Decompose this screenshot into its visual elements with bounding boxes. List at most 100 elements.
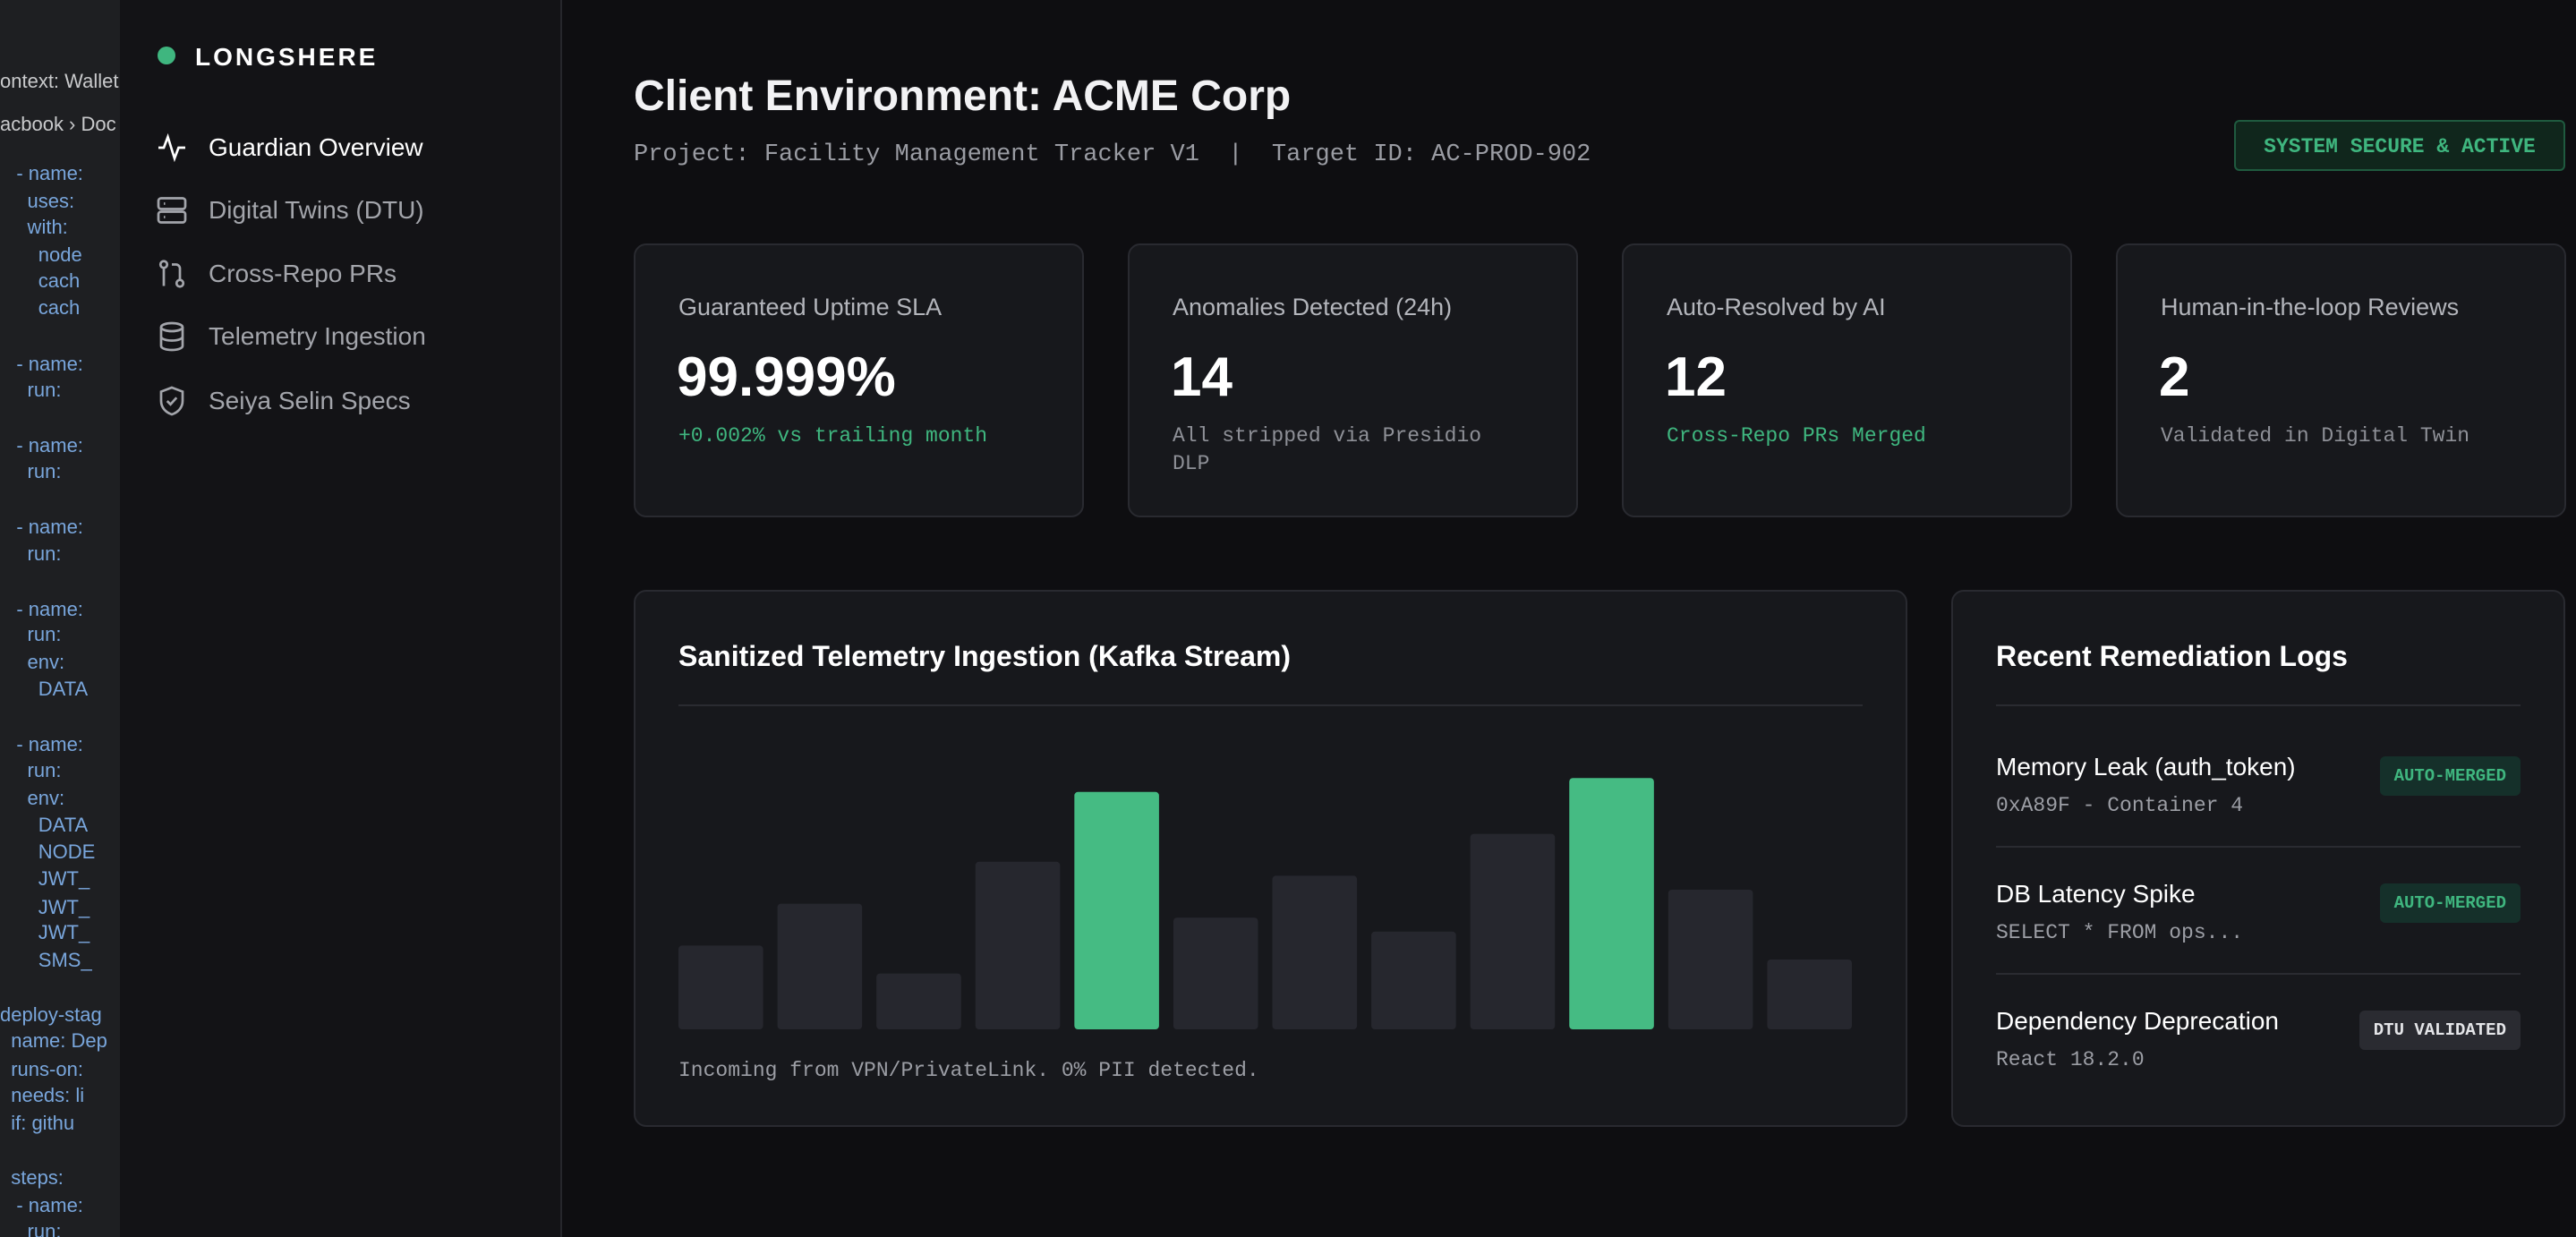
- nav-item[interactable]: Telemetry Ingestion: [209, 324, 426, 349]
- code-line: needs: li: [0, 1086, 84, 1105]
- nav-icon: [156, 385, 188, 417]
- code-line: run:: [0, 625, 61, 644]
- code-line: name: Dep: [0, 1031, 107, 1051]
- code-line: run:: [0, 761, 61, 781]
- bar: [1767, 960, 1852, 1029]
- log-detail: SELECT * FROM ops...: [1996, 921, 2243, 944]
- code-line: steps:: [0, 1168, 64, 1188]
- nav-icon: [156, 258, 188, 290]
- kpi-card: Guaranteed Uptime SLA 99.999% +0.002% vs t…: [634, 243, 1084, 517]
- kpi-note: All stripped via Presidio DLP: [1173, 422, 1513, 478]
- bar: [1173, 917, 1258, 1029]
- nav-icon: [156, 132, 188, 164]
- code-line: cach: [0, 298, 80, 318]
- divider: [1996, 846, 2521, 848]
- kpi-value: 99.999%: [677, 346, 896, 409]
- code-line: with:: [0, 218, 68, 237]
- kpi-label: Guaranteed Uptime SLA: [678, 294, 942, 321]
- nav-icon: [156, 320, 188, 353]
- status-badge: DTU VALIDATED: [2359, 1011, 2521, 1050]
- log-title: Memory Leak (auth_token): [1996, 753, 2296, 781]
- nav-item[interactable]: Seiya Selin Specs: [209, 388, 411, 414]
- code-line: JWT_: [0, 898, 90, 917]
- log-detail: 0xA89F - Container 4: [1996, 794, 2243, 817]
- bar: [1371, 932, 1456, 1029]
- code-line: run:: [0, 462, 61, 482]
- page-subtitle: Project: Facility Management Tracker V1 …: [634, 141, 1591, 168]
- logs-panel: Recent Remediation Logs Memory Leak (aut…: [1951, 590, 2565, 1127]
- kpi-value: 14: [1171, 346, 1233, 409]
- code-line: DATA: [0, 679, 88, 699]
- log-title: Dependency Deprecation: [1996, 1007, 2279, 1036]
- status-badge: AUTO-MERGED: [2380, 883, 2521, 923]
- code-line: if: githu: [0, 1113, 74, 1133]
- chart-caption: Incoming from VPN/PrivateLink. 0% PII de…: [678, 1059, 1259, 1082]
- nav-item[interactable]: Guardian Overview: [209, 135, 423, 160]
- bar: [1471, 834, 1556, 1029]
- code-line: DATA: [0, 815, 88, 835]
- code-line: deploy-stag: [0, 1005, 102, 1025]
- bar: [778, 904, 863, 1029]
- code-line: run:: [0, 544, 61, 564]
- kpi-note: Cross-Repo PRs Merged: [1667, 422, 2007, 450]
- brand: LONGSHERE: [195, 43, 378, 72]
- nav-item[interactable]: Digital Twins (DTU): [209, 198, 424, 223]
- code-line: - name:: [0, 517, 83, 537]
- code-line: ontext: Wallet: [0, 72, 118, 91]
- code-line: acbook › Doc: [0, 115, 116, 134]
- code-line: uses:: [0, 192, 74, 211]
- code-line: run:: [0, 1222, 61, 1237]
- kpi-card: Human-in-the-loop Reviews 2 Validated in D…: [2116, 243, 2566, 517]
- code-line: env:: [0, 789, 64, 808]
- code-line: SMS_: [0, 951, 92, 970]
- bar: [678, 945, 763, 1029]
- bar: [976, 862, 1061, 1029]
- bar-chart: [678, 717, 1866, 1029]
- divider: [1996, 973, 2521, 975]
- code-line: - name:: [0, 600, 83, 619]
- kpi-label: Anomalies Detected (24h): [1173, 294, 1452, 321]
- main: Client Environment: ACME Corp Project: F…: [562, 0, 2576, 1237]
- code-line: - name:: [0, 735, 83, 755]
- kpi-label: Human-in-the-loop Reviews: [2161, 294, 2459, 321]
- bar: [876, 974, 961, 1029]
- divider: [1996, 704, 2521, 706]
- nav-item[interactable]: Cross-Repo PRs: [209, 261, 397, 286]
- kpi-value: 2: [2159, 346, 2189, 409]
- code-line: - name:: [0, 354, 83, 374]
- code-line: - name:: [0, 436, 83, 456]
- kpi-card: Anomalies Detected (24h) 14 All stripped v…: [1128, 243, 1578, 517]
- nav-icon: [156, 194, 188, 226]
- kpi-note: Validated in Digital Twin: [2161, 422, 2501, 450]
- log-title: DB Latency Spike: [1996, 880, 2196, 909]
- kpi-label: Auto-Resolved by AI: [1667, 294, 1886, 321]
- kpi-card: Auto-Resolved by AI 12 Cross-Repo PRs Merg…: [1622, 243, 2072, 517]
- code-line: env:: [0, 653, 64, 672]
- code-editor-background: ontext: Wallet acbook › Doc - name: uses:…: [0, 0, 120, 1237]
- code-line: NODE: [0, 842, 95, 862]
- log-detail: React 18.2.0: [1996, 1048, 2145, 1071]
- page-title: Client Environment: ACME Corp: [634, 72, 1291, 121]
- panel-title: Sanitized Telemetry Ingestion (Kafka Str…: [678, 640, 1291, 673]
- code-line: runs-on:: [0, 1060, 83, 1079]
- code-line: - name:: [0, 164, 83, 183]
- telemetry-panel: Sanitized Telemetry Ingestion (Kafka Str…: [634, 590, 1907, 1127]
- code-line: node: [0, 245, 82, 265]
- code-line: run:: [0, 380, 61, 400]
- panel-title: Recent Remediation Logs: [1996, 640, 2348, 673]
- code-line: JWT_: [0, 869, 90, 889]
- bar: [1074, 792, 1159, 1029]
- sidebar: LONGSHERE Guardian Overview Digital Twins…: [120, 0, 562, 1237]
- bar: [1668, 890, 1753, 1029]
- brand-dot: [158, 47, 175, 64]
- kpi-value: 12: [1665, 346, 1727, 409]
- code-line: cach: [0, 271, 80, 291]
- status-badge: AUTO-MERGED: [2380, 756, 2521, 796]
- bar: [1273, 875, 1358, 1029]
- code-line: - name:: [0, 1196, 83, 1216]
- kpi-note: +0.002% vs trailing month: [678, 422, 1019, 450]
- code-line: JWT_: [0, 923, 90, 943]
- divider: [678, 704, 1863, 706]
- bar: [1569, 778, 1654, 1029]
